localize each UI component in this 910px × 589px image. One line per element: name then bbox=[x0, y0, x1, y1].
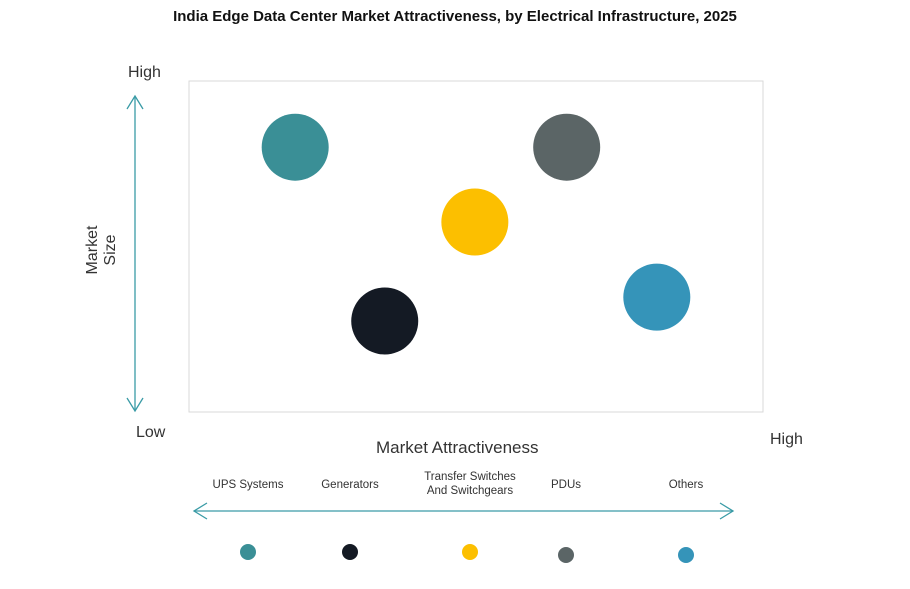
legend-label-1: Generators bbox=[321, 479, 379, 491]
legend-label-2: Transfer Switches And Switchgears bbox=[424, 471, 516, 497]
legend-dot-1 bbox=[342, 544, 358, 560]
legend-arrow bbox=[192, 502, 735, 520]
y-high-label: High bbox=[128, 64, 161, 81]
plot-area bbox=[188, 80, 764, 413]
chart-title: India Edge Data Center Market Attractive… bbox=[173, 8, 737, 25]
legend-dot-3 bbox=[558, 547, 574, 563]
y-axis-arrow bbox=[126, 94, 144, 413]
bubble-0 bbox=[261, 113, 329, 181]
x-low-label: Low bbox=[136, 424, 166, 441]
legend-dot-0 bbox=[240, 544, 256, 560]
bubble-3 bbox=[533, 113, 601, 181]
bubble-4 bbox=[623, 263, 691, 331]
legend-dot-2 bbox=[462, 544, 478, 560]
legend-label-3: PDUs bbox=[550, 479, 582, 491]
x-axis-label: Market Attractiveness bbox=[376, 438, 539, 457]
legend-label-4: Others bbox=[668, 479, 704, 491]
bubble-1 bbox=[351, 287, 419, 355]
bubble-2 bbox=[441, 188, 509, 256]
legend-label-0: UPS Systems bbox=[212, 479, 284, 491]
x-high-label: High bbox=[770, 431, 803, 448]
legend-dot-4 bbox=[678, 547, 694, 563]
